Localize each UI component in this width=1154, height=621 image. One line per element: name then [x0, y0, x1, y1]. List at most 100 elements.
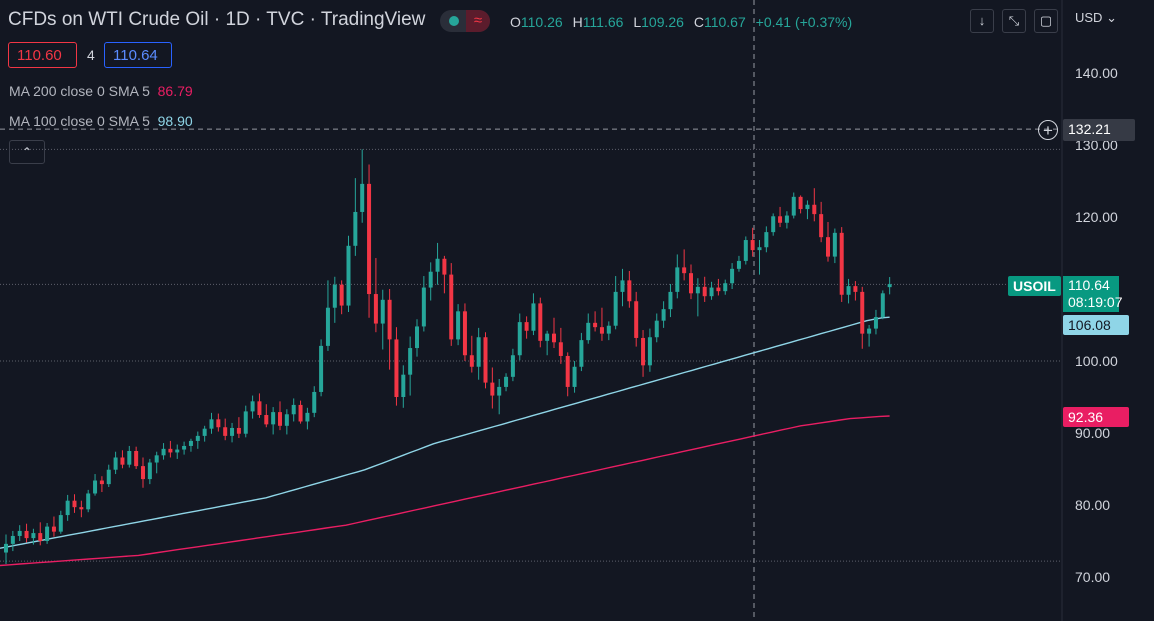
candle-body	[545, 333, 550, 341]
candle-body	[79, 507, 84, 510]
candle-body	[647, 337, 652, 366]
candle-body	[873, 317, 878, 329]
candle-body	[154, 455, 159, 463]
candle-body	[798, 196, 803, 210]
ohlc-legend: O110.26 H111.66 L109.26 C110.67 +0.41 (+…	[510, 14, 858, 30]
fullscreen-icon[interactable]: ⤡	[1002, 9, 1026, 33]
candle-body	[209, 419, 214, 429]
candle-body	[668, 291, 673, 310]
candle-body	[880, 293, 885, 318]
y-axis-tick-label: 80.00	[1075, 497, 1111, 513]
candle-body	[380, 299, 385, 324]
candle-body	[490, 382, 495, 396]
ma100-line	[0, 316, 890, 549]
candle-body	[415, 326, 419, 349]
candle-body	[675, 267, 680, 292]
candle-body	[45, 526, 50, 541]
candle-body	[497, 386, 502, 396]
candle-body	[826, 237, 830, 257]
candle-body	[634, 301, 639, 338]
ma200-legend[interactable]: MA 200 close 0 SMA 5 86.79	[9, 83, 193, 99]
candle-body	[394, 339, 399, 397]
candle-body	[141, 466, 145, 480]
candle-body	[791, 196, 796, 216]
ma200-line	[0, 415, 890, 567]
candle-body	[346, 245, 351, 306]
candle-body	[120, 457, 125, 465]
candle-body	[812, 204, 817, 215]
ma200-price-label: 92.36	[1063, 407, 1129, 427]
candle-body	[695, 286, 700, 294]
candle-body	[188, 440, 193, 446]
candle-body	[435, 258, 440, 272]
candle-body	[641, 337, 646, 366]
candle-body	[462, 311, 467, 356]
candle-body	[456, 311, 461, 340]
candle-body	[99, 480, 104, 485]
candle-body	[298, 404, 303, 422]
candle-body	[524, 322, 529, 331]
buy-button[interactable]: 110.64	[104, 42, 172, 68]
bar-countdown: 08:19:07	[1068, 294, 1123, 310]
chart-title: CFDs on WTI Crude Oil · 1D · TVC · Tradi…	[8, 9, 426, 30]
candle-body	[284, 414, 289, 426]
candle-body	[469, 355, 474, 367]
market-status-pill[interactable]: ≈	[440, 10, 490, 32]
candle-body	[168, 448, 173, 453]
candle-body	[606, 325, 611, 334]
candle-body	[778, 216, 783, 223]
candle-body	[867, 328, 872, 334]
sell-button[interactable]: 110.60	[8, 42, 77, 68]
candle-body	[558, 342, 563, 356]
candle-body	[24, 530, 29, 539]
candle-body	[10, 535, 15, 544]
candle-body	[278, 412, 282, 426]
candle-body	[771, 216, 776, 233]
candle-body	[743, 240, 748, 261]
candle-body	[4, 543, 8, 553]
candle-body	[716, 287, 721, 292]
candle-body	[750, 240, 755, 251]
collapse-legend-button[interactable]: ⌃	[9, 140, 45, 164]
last-price-label: 110.64 08:19:07	[1063, 276, 1123, 312]
add-alert-plus-icon[interactable]: +	[1038, 120, 1058, 140]
candle-body	[127, 451, 132, 465]
candle-body	[620, 280, 625, 292]
ma100-legend[interactable]: MA 100 close 0 SMA 5 98.90	[9, 113, 193, 129]
chevron-up-icon: ⌃	[21, 145, 33, 159]
open-value: 110.26	[520, 14, 563, 30]
candle-body	[702, 286, 707, 297]
currency-label: USD	[1075, 10, 1103, 25]
candle-body	[476, 337, 481, 367]
candle-body	[784, 215, 789, 223]
y-axis-tick-label: 120.00	[1075, 209, 1118, 225]
candle-body	[373, 294, 378, 324]
candle-body	[819, 214, 824, 238]
candle-body	[839, 232, 844, 295]
candle-body	[517, 322, 522, 356]
candle-body	[387, 299, 392, 340]
candle-body	[264, 415, 269, 425]
symbol-tag: USOIL	[1008, 276, 1061, 296]
candle-body	[579, 340, 584, 367]
candle-body	[428, 271, 433, 288]
candle-body	[627, 280, 632, 302]
candle-body	[31, 533, 36, 539]
y-axis-tick-label: 70.00	[1075, 569, 1111, 585]
close-key: C	[693, 14, 704, 30]
candle-body	[586, 322, 591, 341]
candle-body	[113, 457, 118, 470]
candle-body	[182, 445, 187, 450]
candle-body	[483, 337, 488, 383]
currency-selector[interactable]: USD ⌄	[1075, 10, 1117, 26]
candle-body	[593, 322, 598, 328]
maximize-icon[interactable]: ▢	[1034, 9, 1058, 33]
candle-body	[319, 345, 324, 392]
arrow-down-icon[interactable]: ↓	[970, 9, 994, 33]
candle-body	[421, 287, 426, 327]
low-value: 109.26	[641, 14, 684, 30]
crosshair-price-label: 132.21	[1063, 119, 1135, 141]
candle-body	[887, 284, 892, 288]
candle-body	[325, 307, 330, 346]
